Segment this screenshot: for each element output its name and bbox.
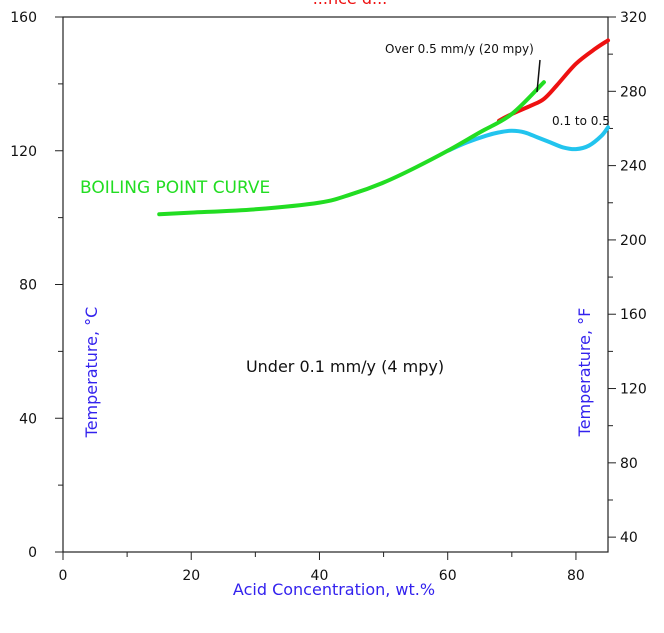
- mid-rate-label: 0.1 to 0.5: [552, 114, 610, 128]
- x-axis-title: Acid Concentration, wt.%: [233, 580, 435, 599]
- y-right-tick-label: 80: [620, 456, 638, 472]
- chart-title-fragment: ...nce d...: [313, 0, 388, 8]
- x-tick-label: 80: [567, 568, 585, 584]
- boiling-point-curve: [157, 80, 546, 217]
- boiling-point-label: BOILING POINT CURVE: [80, 178, 270, 198]
- plot-frame: [62, 16, 609, 553]
- y-left-tick-label: 160: [10, 10, 37, 26]
- y-axis-right-title: Temperature, °F: [575, 308, 594, 438]
- x-axis: 0 20 40 60 80: [59, 552, 585, 584]
- y-axis-left-title: Temperature, °C: [82, 307, 101, 439]
- y-right-tick-label: 280: [620, 84, 647, 100]
- y-left-tick-label: 40: [19, 411, 37, 427]
- series-layer: [157, 38, 610, 217]
- over-rate-label: Over 0.5 mm/y (20 mpy): [385, 42, 534, 56]
- y-left-tick-label: 0: [28, 545, 37, 561]
- y-right-tick-label: 40: [620, 530, 638, 546]
- y-right-tick-label: 120: [620, 382, 647, 398]
- y-right-tick-label: 160: [620, 307, 647, 323]
- y-left-tick-label: 80: [19, 278, 37, 294]
- mid-rate-curve: [445, 125, 610, 153]
- under-rate-label: Under 0.1 mm/y (4 mpy): [246, 357, 444, 376]
- x-tick-label: 60: [439, 568, 457, 584]
- y-left-tick-label: 120: [10, 144, 37, 160]
- y-right-tick-label: 200: [620, 233, 647, 249]
- y-right-tick-label: 240: [620, 159, 647, 175]
- annotation-leader-line: [536, 59, 541, 93]
- x-tick-label: 20: [182, 568, 200, 584]
- x-tick-label: 0: [59, 568, 68, 584]
- x-tick-label: 40: [311, 568, 329, 584]
- y-right-tick-label: 320: [620, 10, 647, 26]
- y-axis-left: 0 40 80 120 160: [10, 10, 63, 561]
- y-axis-right: 40 80 120 160 200 240 280 320: [608, 10, 647, 546]
